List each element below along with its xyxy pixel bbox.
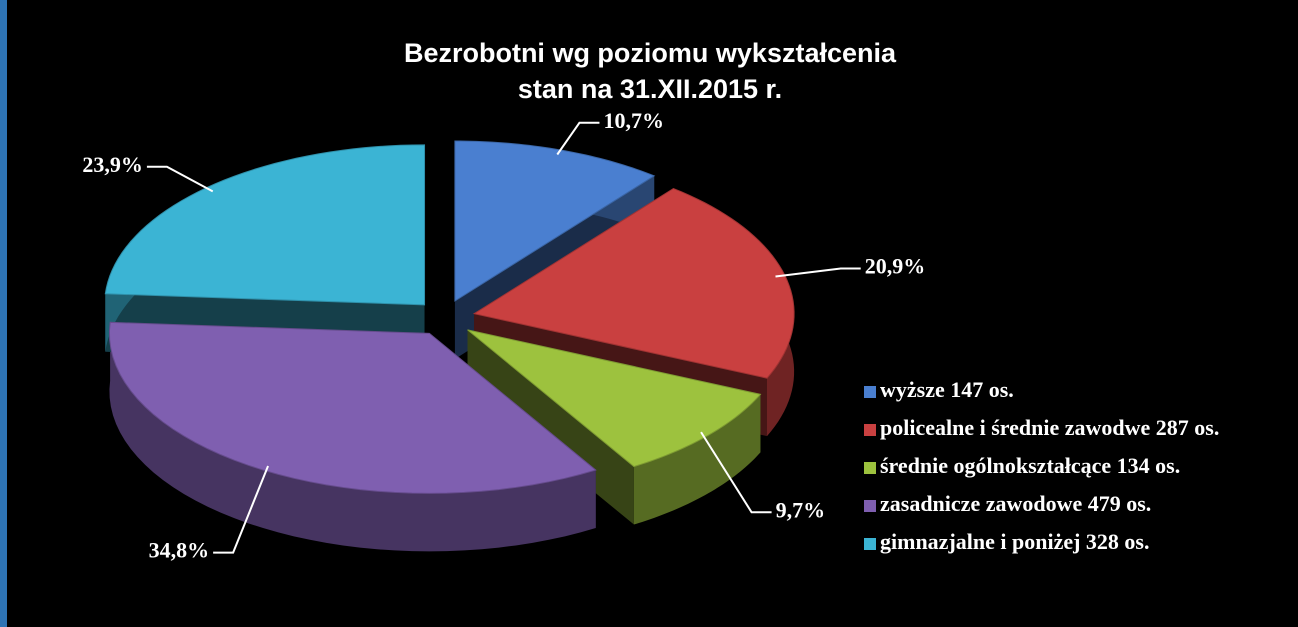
leader-line	[146, 165, 214, 193]
data-label: 23,9%	[82, 152, 143, 177]
legend-swatch	[864, 462, 876, 474]
leader-line	[775, 267, 861, 278]
legend-label: średnie ogólnokształcące 134 os.	[880, 453, 1180, 478]
legend-swatch	[864, 538, 876, 550]
legend-label: policealne i średnie zawodwe 287 os.	[880, 415, 1219, 440]
data-label: 10,7%	[603, 108, 664, 133]
legend-label: zasadnicze zawodowe 479 os.	[880, 491, 1151, 516]
pie-tops	[104, 140, 795, 494]
legend-swatch	[864, 424, 876, 436]
slice	[108, 321, 597, 494]
legend-swatch	[864, 500, 876, 512]
left-border	[0, 0, 7, 627]
chart-title: Bezrobotni wg poziomu wykształcenia	[404, 38, 897, 68]
legend-label: wyższe 147 os.	[880, 377, 1014, 402]
slice-side	[109, 322, 596, 552]
chart-title: stan na 31.XII.2015 r.	[518, 74, 782, 104]
leader-line	[556, 121, 600, 156]
data-label: 20,9%	[865, 254, 926, 279]
leader-line	[213, 465, 269, 554]
legend-swatch	[864, 386, 876, 398]
slice	[467, 329, 762, 468]
data-label: 9,7%	[776, 497, 826, 522]
legend-label: gimnazjalne i poniżej 328 os.	[880, 529, 1150, 554]
leader-line	[700, 431, 772, 514]
data-label: 34,8%	[149, 538, 210, 563]
slice-side	[633, 394, 761, 525]
